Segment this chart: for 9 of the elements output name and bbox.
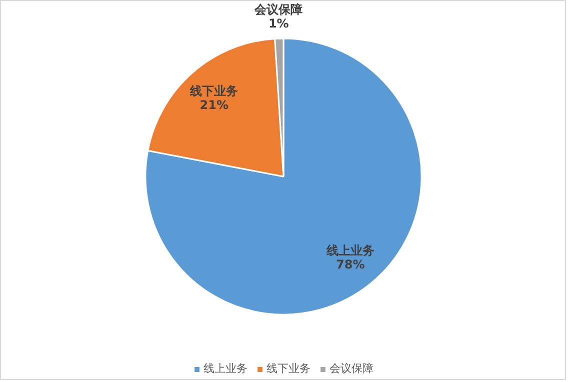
slice-label: 会议保障 bbox=[254, 2, 303, 16]
legend-label: 线下业务 bbox=[266, 361, 310, 376]
data-label: 21% bbox=[200, 98, 228, 112]
data-label: 78% bbox=[336, 257, 365, 272]
slice-label: 线上业务 bbox=[325, 243, 374, 258]
slice-label: 线下业务 bbox=[189, 84, 238, 98]
data-label: 1% bbox=[268, 16, 289, 30]
legend-label: 会议保障 bbox=[330, 361, 374, 376]
legend-label: 线上业务 bbox=[204, 361, 248, 376]
